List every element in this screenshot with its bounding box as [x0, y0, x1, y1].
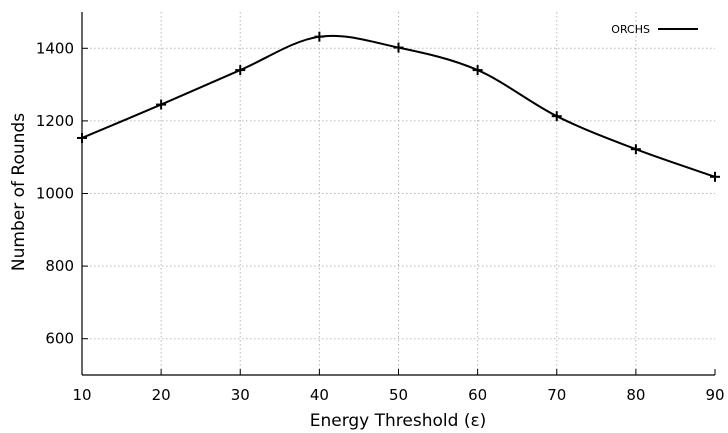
x-tick-label-20: 20: [152, 386, 171, 404]
x-tick-label-50: 50: [389, 386, 408, 404]
data-point-70: [551, 111, 562, 122]
data-point-40: [314, 31, 325, 42]
data-point-60: [472, 65, 483, 76]
x-axis-title: Energy Threshold (ε): [310, 411, 487, 431]
axes: [81, 12, 716, 376]
x-tick-label-30: 30: [231, 386, 250, 404]
data-point-20: [156, 99, 167, 110]
y-tick-label-600: 600: [45, 330, 74, 348]
x-tick-label-80: 80: [626, 386, 645, 404]
legend-label-orchs: ORCHS: [611, 23, 650, 36]
grid-lines: [82, 12, 715, 375]
data-point-50: [393, 42, 404, 53]
y-tick-label-1000: 1000: [36, 185, 74, 203]
x-tick-label-40: 40: [310, 386, 329, 404]
data-point-90: [710, 171, 720, 182]
y-tick-label-800: 800: [45, 257, 74, 275]
y-tick-label-1400: 1400: [36, 39, 74, 57]
y-axis-title: Number of Rounds: [9, 113, 29, 271]
x-tick-label-90: 90: [705, 386, 724, 404]
tick-labels: 10 20 30 40 50 60 70 80 90 600 800 1000 1200 1400: [36, 39, 725, 404]
x-tick-label-10: 10: [72, 386, 91, 404]
series-layer: [77, 31, 720, 182]
data-point-30: [235, 65, 246, 76]
y-tick-label-1200: 1200: [36, 112, 74, 130]
x-tick-label-70: 70: [547, 386, 566, 404]
legend: ORCHS: [611, 23, 698, 36]
x-tick-label-60: 60: [468, 386, 487, 404]
data-point-10: [77, 132, 87, 143]
data-point-80: [630, 144, 641, 155]
